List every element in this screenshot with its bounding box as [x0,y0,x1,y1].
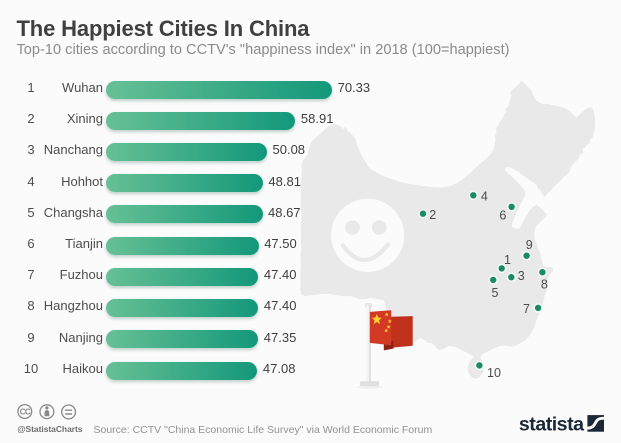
svg-text:statista: statista [519,414,585,436]
svg-text:6: 6 [499,208,506,222]
svg-text:8: 8 [541,278,548,292]
svg-text:1: 1 [504,253,511,267]
svg-text:10: 10 [487,366,501,380]
svg-text:3: 3 [518,269,525,283]
svg-text:2: 2 [429,208,436,222]
svg-text:CC: CC [20,407,31,416]
svg-text:4: 4 [481,189,488,203]
svg-text:9: 9 [526,238,533,252]
svg-text:7: 7 [523,302,530,316]
svg-text:5: 5 [492,286,499,300]
